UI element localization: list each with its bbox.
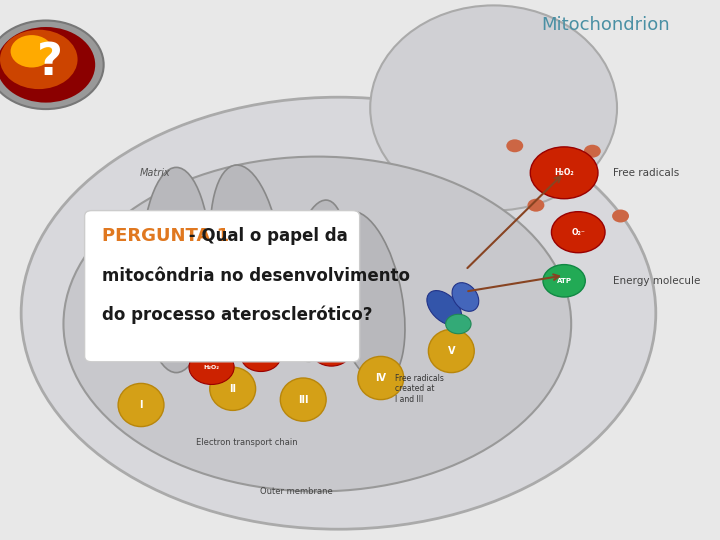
Text: PERGUNTA 1: PERGUNTA 1	[102, 227, 230, 245]
Ellipse shape	[21, 97, 656, 529]
Text: II: II	[229, 384, 236, 394]
Ellipse shape	[358, 356, 404, 400]
Ellipse shape	[63, 157, 571, 491]
Circle shape	[552, 212, 605, 253]
Text: O₂⁻: O₂⁻	[256, 354, 266, 359]
Text: IV: IV	[375, 373, 387, 383]
Circle shape	[0, 27, 95, 103]
Text: - Qual o papel da: - Qual o papel da	[184, 227, 348, 245]
Circle shape	[531, 147, 598, 199]
Text: Free radicals: Free radicals	[613, 168, 680, 178]
Text: Outer membrane: Outer membrane	[260, 487, 333, 496]
Text: Inner membrane: Inner membrane	[282, 212, 352, 220]
Circle shape	[612, 210, 629, 222]
Ellipse shape	[427, 291, 462, 325]
Text: Energy molecule: Energy molecule	[613, 276, 701, 286]
Text: O₂⁻: O₂⁻	[571, 228, 585, 237]
Ellipse shape	[141, 167, 212, 373]
Text: mitocôndria no desenvolvimento: mitocôndria no desenvolvimento	[102, 267, 410, 285]
Ellipse shape	[118, 383, 164, 427]
Ellipse shape	[288, 200, 347, 361]
Ellipse shape	[328, 211, 405, 383]
Ellipse shape	[280, 378, 326, 421]
Circle shape	[189, 350, 234, 384]
Text: Free radicals
created at
I and III: Free radicals created at I and III	[395, 374, 444, 404]
Ellipse shape	[370, 5, 617, 211]
Text: mtDNA: mtDNA	[111, 239, 143, 247]
Circle shape	[446, 314, 471, 334]
FancyBboxPatch shape	[85, 211, 359, 362]
Circle shape	[584, 145, 600, 158]
Circle shape	[0, 30, 78, 89]
Text: H₂O₂: H₂O₂	[204, 364, 220, 370]
Ellipse shape	[452, 282, 479, 312]
Ellipse shape	[428, 329, 474, 373]
Text: ATP: ATP	[557, 278, 572, 284]
Text: do processo aterosclerótico?: do processo aterosclerótico?	[102, 305, 373, 323]
Text: Mitochondrion: Mitochondrion	[541, 16, 670, 34]
Text: I: I	[139, 400, 143, 410]
Text: Matrix: Matrix	[140, 168, 171, 178]
Text: O₂: O₂	[328, 348, 336, 354]
Circle shape	[528, 199, 544, 212]
Circle shape	[241, 341, 281, 372]
Circle shape	[312, 336, 351, 366]
Text: V: V	[448, 346, 455, 356]
Circle shape	[11, 35, 53, 68]
Ellipse shape	[210, 165, 284, 353]
Circle shape	[506, 139, 523, 152]
Circle shape	[0, 21, 104, 109]
Text: III: III	[298, 395, 308, 404]
Circle shape	[543, 265, 585, 297]
Ellipse shape	[210, 367, 256, 410]
Text: ?: ?	[37, 40, 63, 84]
Text: Electron transport chain: Electron transport chain	[196, 438, 297, 447]
Text: H₂O₂: H₂O₂	[554, 168, 574, 177]
